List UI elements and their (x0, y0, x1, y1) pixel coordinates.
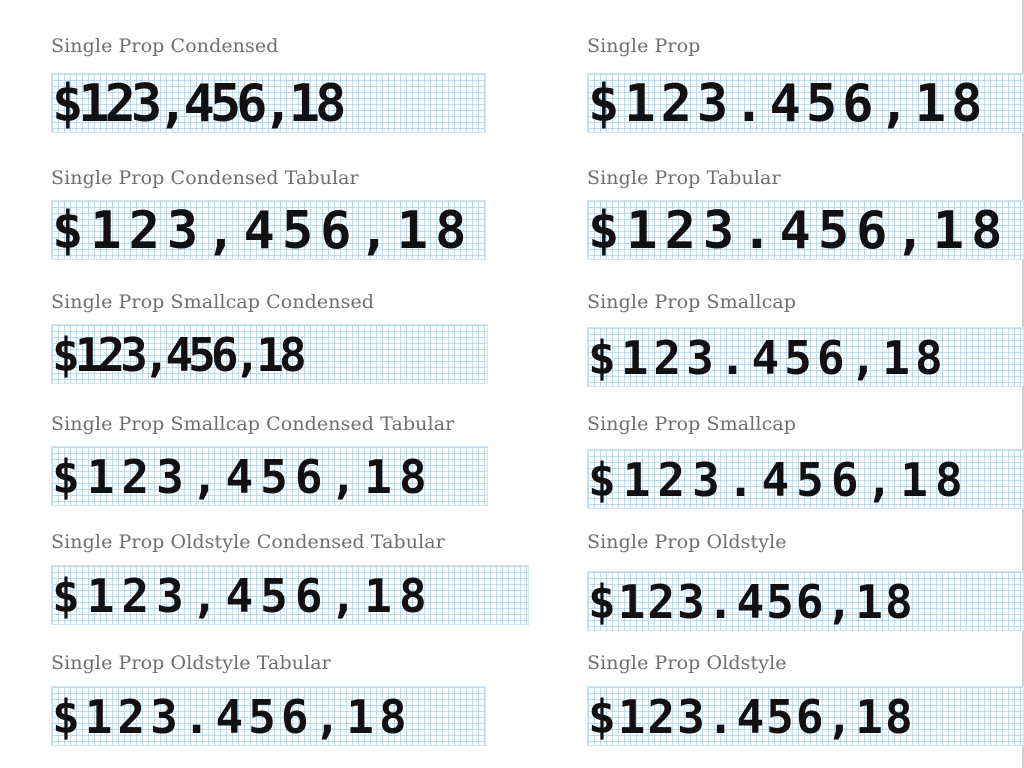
specimen-label: Single Prop Oldstyle (587, 652, 787, 674)
specimen-10: Single Prop Oldstyle Tabular $123.456,18 (51, 652, 491, 752)
specimen-label: Single Prop (587, 35, 701, 57)
specimen-2: Single Prop Condensed Tabular $123,456,1… (51, 167, 491, 267)
specimen-0: Single Prop Condensed $123,456,18 (51, 35, 491, 135)
specimen-grid: $123,456,18 (51, 324, 488, 384)
specimen-label: Single Prop Oldstyle (587, 531, 787, 553)
specimen-label: Single Prop Oldstyle Condensed Tabular (51, 531, 445, 553)
specimen-6: Single Prop Smallcap Condensed Tabular $… (51, 413, 491, 513)
specimen-label: Single Prop Smallcap (587, 291, 797, 313)
specimen-grid: $123.456,18 (587, 200, 1024, 260)
specimen-sample: $123.456,18 (588, 201, 1010, 260)
specimen-grid: $123.456,18 (587, 73, 1024, 133)
specimen-8: Single Prop Oldstyle Condensed Tabular $… (51, 531, 531, 631)
specimen-sample: $123,456,18 (52, 450, 434, 504)
specimen-grid: $123.456,18 (587, 571, 1024, 631)
specimen-label: Single Prop Smallcap Condensed Tabular (51, 413, 455, 435)
specimen-grid: $123,456,18 (51, 200, 486, 260)
specimen-sample: $123.456,18 (52, 690, 412, 744)
specimen-grid: $123,456,18 (51, 446, 488, 506)
specimen-label: Single Prop Condensed (51, 35, 279, 57)
specimen-grid: $123.456,18 (587, 327, 1024, 387)
specimen-sample: $123,456,18 (52, 569, 434, 623)
specimen-label: Single Prop Tabular (587, 167, 781, 189)
specimen-grid: $123.456,18 (51, 686, 486, 746)
specimen-9: Single Prop Oldstyle $123.456,18 (587, 531, 1024, 631)
specimen-label: Single Prop Condensed Tabular (51, 167, 359, 189)
specimen-sample: $123,456,18 (52, 328, 307, 382)
specimen-sample: $123.456,18 (588, 690, 915, 744)
specimen-label: Single Prop Smallcap Condensed (51, 291, 375, 313)
specimen-11: Single Prop Oldstyle $123.456,18 (587, 652, 1024, 752)
specimen-7: Single Prop Smallcap $123.456,18 (587, 413, 1024, 513)
specimen-grid: $123.456,18 (587, 449, 1024, 509)
specimen-sample: $123.456,18 (588, 74, 988, 133)
specimen-5: Single Prop Smallcap $123.456,18 (587, 291, 1024, 391)
specimen-grid: $123,456,18 (51, 73, 486, 133)
specimen-grid: $123.456,18 (587, 686, 1024, 746)
specimen-label: Single Prop Oldstyle Tabular (51, 652, 331, 674)
specimen-1: Single Prop $123.456,18 (587, 35, 1024, 135)
specimen-label: Single Prop Smallcap (587, 413, 797, 435)
specimen-sample: $123.456,18 (588, 453, 970, 507)
specimen-4: Single Prop Smallcap Condensed $123,456,… (51, 291, 491, 391)
specimen-grid: $123,456,18 (51, 565, 529, 625)
specimen-3: Single Prop Tabular $123.456,18 (587, 167, 1024, 267)
specimen-sample: $123,456,18 (52, 201, 474, 260)
specimen-sample: $123,456,18 (52, 74, 346, 133)
specimen-sample: $123.456,18 (588, 331, 948, 385)
specimen-sample: $123.456,18 (588, 575, 915, 629)
